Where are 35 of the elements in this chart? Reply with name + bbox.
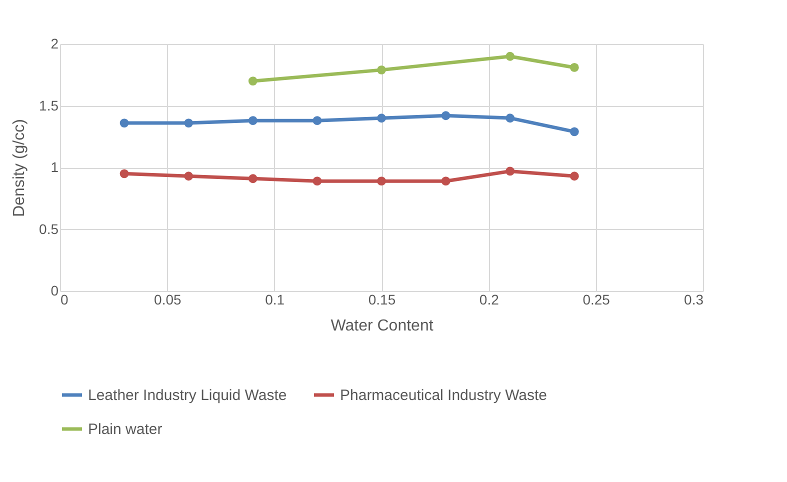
point: [312, 176, 322, 186]
point: [377, 176, 386, 186]
point: [248, 174, 258, 184]
x-axis-title: Water Content: [330, 318, 434, 334]
point: [184, 118, 194, 128]
y-tick-label: 2: [50, 36, 59, 52]
point: [248, 76, 258, 86]
point: [184, 172, 194, 181]
point: [120, 118, 129, 128]
x-tick-label: 0.2: [479, 292, 500, 308]
point: [441, 111, 450, 120]
point: [377, 65, 386, 74]
point: [377, 114, 386, 123]
legend-label: Leather Industry Liquid Waste: [88, 387, 287, 404]
point: [441, 176, 450, 186]
point: [570, 127, 579, 136]
x-tick-label: 0.1: [265, 292, 285, 308]
y-tick-label: 1: [50, 159, 59, 175]
legend-label: Pharmaceutical Industry Waste: [340, 387, 548, 404]
legend-label: Plain water: [88, 421, 162, 438]
x-tick-label: 0.15: [368, 292, 396, 308]
x-tick-label: 0.3: [684, 292, 704, 308]
point: [506, 166, 515, 176]
y-tick-label: 0.5: [39, 220, 59, 237]
y-axis-title: Density (g/cc): [11, 119, 28, 217]
point: [570, 63, 579, 72]
y-tick-label: 1.5: [39, 97, 59, 114]
point: [120, 169, 129, 178]
point: [248, 116, 258, 126]
x-tick-label: 0.25: [582, 292, 610, 308]
point: [506, 114, 515, 123]
point: [506, 52, 515, 61]
x-tick-label: 0.05: [154, 292, 182, 308]
point: [570, 172, 579, 181]
point: [312, 116, 322, 126]
